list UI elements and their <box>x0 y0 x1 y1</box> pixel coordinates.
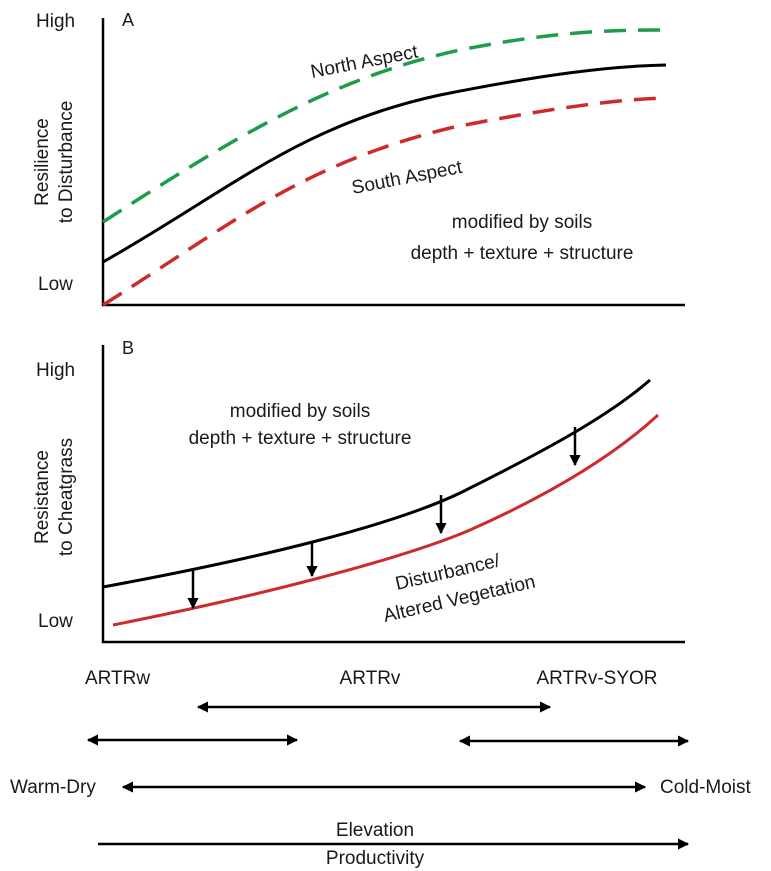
south-aspect-curve <box>103 98 666 305</box>
panel-b-soils-line2: depth + texture + structure <box>189 428 412 449</box>
type-artrv-syor-label: ARTRv-SYOR <box>536 668 657 689</box>
south-aspect-label: South Aspect <box>350 157 465 199</box>
panel-b-soils-line1: modified by soils <box>230 401 370 422</box>
panel-a-y-high: High <box>36 11 75 32</box>
warm-dry-label: Warm-Dry <box>10 777 96 798</box>
panel-a: A High Low Resilience to Disturbance Nor… <box>32 10 685 305</box>
panel-b-axes <box>103 345 685 642</box>
resistance-curve <box>103 380 650 587</box>
panel-b: B High Low Resistance to Cheatgrass modi… <box>32 338 685 642</box>
north-aspect-label: North Aspect <box>309 41 420 83</box>
panel-b-letter: B <box>122 338 134 358</box>
productivity-label: Productivity <box>326 848 425 869</box>
panel-b-ylabel-line1: Resistance <box>32 450 53 544</box>
panel-b-y-low: Low <box>38 611 73 632</box>
panel-a-letter: A <box>122 10 134 30</box>
panel-a-soils-line1: modified by soils <box>452 212 592 233</box>
cold-moist-label: Cold-Moist <box>660 777 752 798</box>
panel-b-ylabel-line2: to Cheatgrass <box>56 438 77 556</box>
type-artrw-label: ARTRw <box>85 668 150 689</box>
panel-a-soils-line2: depth + texture + structure <box>411 243 634 264</box>
gradient-section: ARTRw ARTRv ARTRv-SYOR Warm-Dry Cold-Moi… <box>10 668 752 869</box>
panel-a-ylabel-line1: Resilience <box>32 118 53 206</box>
panel-b-y-high: High <box>36 360 75 381</box>
type-artrv-label: ARTRv <box>340 668 401 689</box>
panel-a-y-low: Low <box>38 274 73 295</box>
elevation-label: Elevation <box>336 820 414 841</box>
panel-a-ylabel-line2: to Disturbance <box>56 101 77 224</box>
